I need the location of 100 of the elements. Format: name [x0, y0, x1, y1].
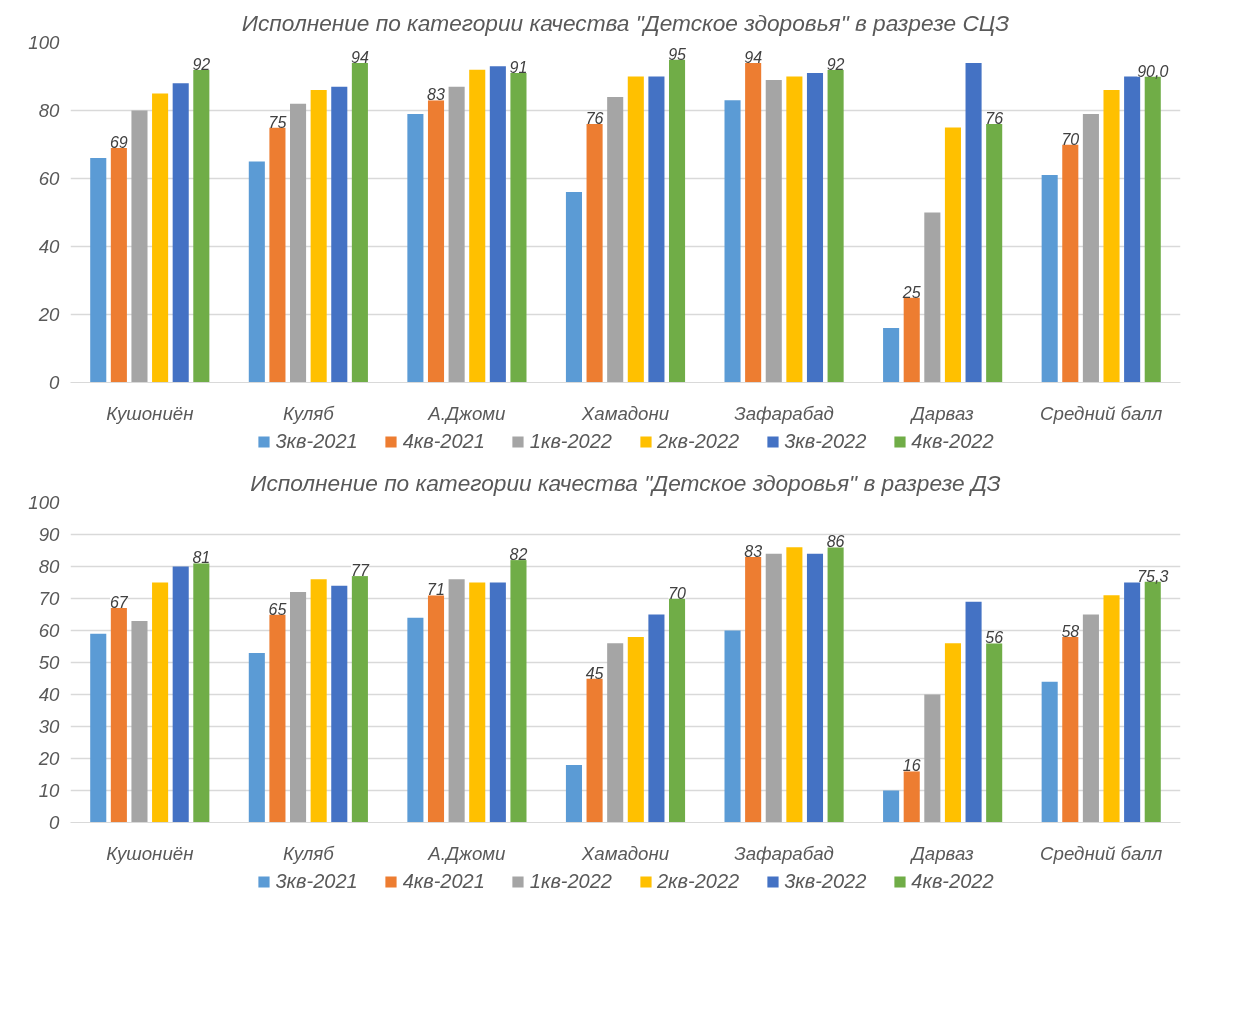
bar [310, 579, 327, 823]
bar [944, 643, 961, 823]
bar [193, 563, 210, 823]
bar [448, 86, 465, 383]
data-label: 91 [509, 59, 528, 77]
bar [427, 100, 445, 383]
bar [510, 560, 527, 823]
data-label: 82 [509, 546, 528, 564]
bar [724, 100, 741, 383]
bar [806, 73, 824, 383]
data-label: 94 [744, 48, 763, 66]
bar [193, 69, 210, 383]
y-tick-label: 0 [49, 372, 61, 393]
bar [152, 582, 169, 823]
data-label: 94 [350, 48, 369, 66]
x-tick-label: Кушониён [106, 842, 194, 864]
y-tick-label: 20 [37, 304, 61, 325]
bar [944, 127, 961, 383]
bar [90, 158, 107, 383]
bar [351, 62, 368, 383]
bar [1062, 144, 1079, 383]
data-label: 86 [826, 533, 845, 551]
chart-title: Исполнение по категории качества "Детское здоровья" в разрезе ДЗ [250, 469, 1001, 496]
bar [627, 636, 644, 823]
data-label: 71 [427, 581, 445, 599]
y-tick-label: 40 [38, 684, 61, 705]
bar [607, 643, 624, 823]
bar [248, 161, 265, 383]
x-tick-label: Зафарабад [734, 842, 834, 864]
bar [565, 764, 582, 823]
bar [883, 328, 900, 383]
bar [407, 617, 424, 823]
x-tick-label: Куляб [282, 402, 336, 424]
bar [669, 59, 686, 383]
bar [269, 127, 286, 383]
bar [448, 579, 465, 823]
data-label: 76 [985, 110, 1004, 128]
legend-label: 4кв-2022 [911, 869, 994, 893]
bar [903, 297, 920, 383]
data-label: 77 [350, 562, 370, 580]
bar [331, 86, 348, 383]
legend-label: 3кв-2022 [784, 429, 867, 453]
x-tick-label: А.Джоми [427, 842, 506, 864]
legend-label: 2кв-2022 [657, 869, 740, 893]
legend-label: 1кв-2022 [529, 869, 612, 893]
bar [1041, 681, 1058, 823]
data-label: 83 [427, 86, 446, 104]
bar [290, 592, 307, 823]
data-label: 70 [668, 584, 687, 602]
bar [427, 595, 445, 823]
y-tick-label: 50 [38, 652, 61, 673]
bar [510, 73, 527, 383]
bar [469, 582, 486, 823]
data-label: 76 [585, 110, 604, 128]
bar [924, 694, 941, 823]
bar [627, 76, 644, 383]
y-tick-label: 60 [38, 620, 61, 641]
x-tick-label: Дарваз [909, 842, 974, 864]
y-tick-label: 90 [38, 524, 61, 545]
data-label: 65 [268, 600, 287, 618]
data-label: 25 [901, 283, 921, 301]
bar [1124, 582, 1141, 823]
x-tick-label: Средний балл [1040, 402, 1163, 424]
data-label: 16 [902, 757, 921, 775]
legend-label: 4кв-2022 [911, 429, 994, 453]
x-tick-label: Дарваз [909, 402, 974, 424]
legend-label: 4кв-2021 [402, 429, 485, 453]
y-tick-label: 0 [49, 812, 61, 833]
bar [986, 124, 1003, 383]
bar [1103, 595, 1120, 823]
bar [90, 633, 107, 823]
legend-label: 3кв-2021 [275, 429, 358, 453]
bar [806, 553, 824, 823]
bar [131, 110, 148, 383]
data-label: 92 [826, 55, 845, 73]
y-tick-label: 100 [28, 32, 61, 53]
x-tick-label: Хамадони [580, 402, 670, 424]
bar [986, 643, 1003, 823]
bar [965, 62, 982, 383]
bar [648, 614, 665, 823]
bar [648, 76, 665, 383]
y-tick-label: 100 [28, 492, 61, 513]
bar [965, 601, 982, 823]
bar [1041, 175, 1058, 383]
data-label: 56 [985, 629, 1004, 647]
legend-label: 1кв-2022 [529, 429, 612, 453]
data-label: 67 [109, 594, 129, 612]
data-label: 75,3 [1137, 567, 1169, 585]
data-label: 83 [744, 542, 763, 560]
bar [172, 566, 189, 823]
bar [827, 547, 844, 823]
bar [1062, 636, 1079, 823]
bar [172, 83, 189, 383]
y-tick-label: 30 [38, 716, 61, 737]
bar [786, 76, 803, 383]
bar [1082, 113, 1099, 383]
y-tick-label: 40 [38, 236, 61, 257]
y-tick-label: 80 [38, 556, 61, 577]
data-label: 81 [192, 549, 211, 567]
bar [1082, 614, 1099, 823]
